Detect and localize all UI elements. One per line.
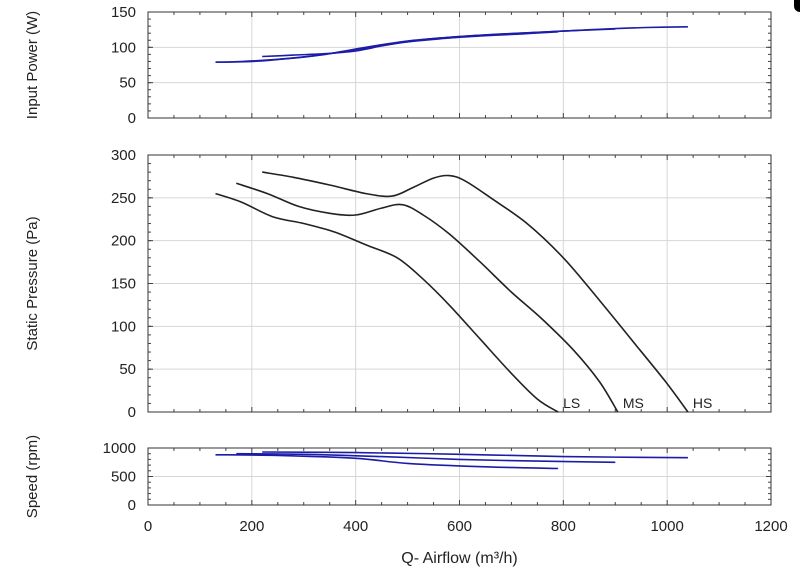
ms-curve <box>236 182 619 413</box>
y-tick-label: 1000 <box>103 440 136 457</box>
y-tick-label: 100 <box>111 39 136 56</box>
curve-label-hs: HS <box>693 395 712 411</box>
pressure-panel: 0 50 100 150 200 250 300 LS MS HS Static Pressure … <box>24 147 772 421</box>
speed-panel: 0 500 1000 Speed (rpm) 0 200 400 600 800 1000 1200… <box>24 435 788 567</box>
y-tick-label: 200 <box>111 233 136 250</box>
curve-label-ls: LS <box>563 395 580 411</box>
y-tick-label: 250 <box>111 190 136 207</box>
x-axis-title: Q- Airflow (m³/h) <box>401 550 517 567</box>
y-tick-label: 0 <box>128 497 136 514</box>
y-tick-label: 300 <box>111 147 136 164</box>
y-tick-label: 100 <box>111 318 136 335</box>
hs-curve <box>262 171 689 413</box>
series-2-curve <box>236 452 616 464</box>
y-tick-label: 0 <box>128 404 136 421</box>
x-tick-label: 600 <box>447 518 472 535</box>
y-tick-label: 0 <box>128 110 136 127</box>
series-3-curve <box>262 26 688 58</box>
x-tick-label: 800 <box>551 518 576 535</box>
y-tick-label: 500 <box>111 469 136 486</box>
curve-label-ms: MS <box>623 395 644 411</box>
x-tick-label: 400 <box>343 518 368 535</box>
power-panel: 0 50 100 150 Input Power (W) <box>24 4 772 127</box>
y-tick-label: 150 <box>111 4 136 21</box>
series-2-curve <box>215 28 616 63</box>
speed-y-axis-title: Speed (rpm) <box>24 435 41 518</box>
y-tick-label: 50 <box>119 361 136 378</box>
x-tick-label: 0 <box>144 518 152 535</box>
corner-mark <box>794 0 800 12</box>
power-plot-frame <box>147 11 772 119</box>
pressure-plot-frame <box>147 154 772 413</box>
x-tick-label: 200 <box>239 518 264 535</box>
y-tick-label: 50 <box>119 75 136 92</box>
x-tick-label: 1000 <box>650 518 683 535</box>
series-3-curve <box>262 451 688 459</box>
power-y-axis-title: Input Power (W) <box>24 11 41 119</box>
pressure-y-axis-title: Static Pressure (Pa) <box>24 216 41 350</box>
series-1-curve <box>215 454 559 470</box>
speed-plot-frame <box>147 447 772 506</box>
ls-curve <box>215 192 559 413</box>
x-tick-label: 1200 <box>754 518 787 535</box>
y-tick-label: 150 <box>111 276 136 293</box>
